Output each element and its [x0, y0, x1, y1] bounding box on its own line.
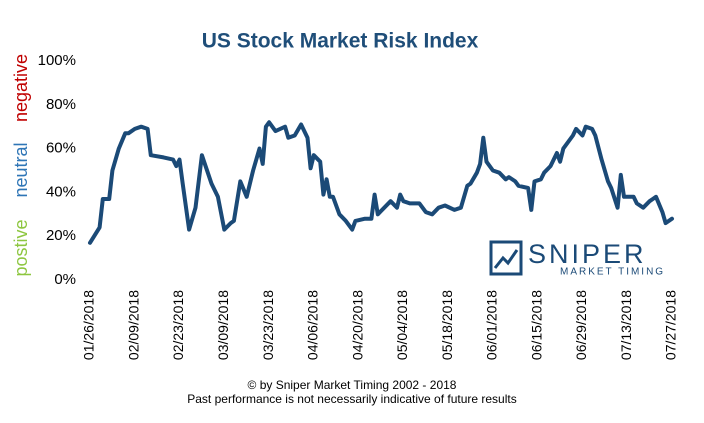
x-tick-label: 02/09/2018 — [125, 290, 141, 360]
y-tick-label: 0% — [54, 271, 76, 288]
logo-box — [489, 240, 523, 276]
x-tick-label: 06/29/2018 — [573, 290, 589, 360]
y-tick-label: 60% — [46, 140, 76, 157]
y-tick-label: 80% — [46, 96, 76, 113]
footer-line: Past performance is not necessarily indi… — [187, 392, 516, 406]
y-tick-label: 20% — [46, 227, 76, 244]
y-tick-label: 100% — [38, 52, 76, 69]
x-tick-label: 02/23/2018 — [170, 290, 186, 360]
x-tick-label: 07/27/2018 — [663, 290, 679, 360]
x-tick-label: 03/23/2018 — [260, 290, 276, 360]
side-label: postive — [11, 219, 31, 276]
y-tick-label: 40% — [46, 183, 76, 200]
x-tick-label: 05/18/2018 — [439, 290, 455, 360]
x-tick-label: 05/04/2018 — [394, 290, 410, 360]
logo-icon — [493, 249, 519, 269]
logo-name: SNIPER — [528, 239, 647, 269]
logo-tagline: MARKET TIMING — [560, 267, 665, 278]
x-tick-label: 04/20/2018 — [349, 290, 365, 360]
x-tick-label: 03/09/2018 — [215, 290, 231, 360]
x-tick-label: 04/06/2018 — [305, 290, 321, 360]
side-label: neutral — [11, 142, 31, 197]
x-tick-label: 06/01/2018 — [484, 290, 500, 360]
chart-title: US Stock Market Risk Index — [202, 30, 479, 53]
logo: SNIPER MARKET TIMING — [489, 239, 665, 278]
x-tick-label: 06/15/2018 — [528, 290, 544, 360]
x-tick-label: 01/26/2018 — [81, 290, 97, 360]
side-label: negative — [11, 54, 31, 122]
x-tick-label: 07/13/2018 — [618, 290, 634, 360]
footer-line: © by Sniper Market Timing 2002 - 2018 — [248, 378, 457, 392]
series-line — [88, 120, 674, 245]
